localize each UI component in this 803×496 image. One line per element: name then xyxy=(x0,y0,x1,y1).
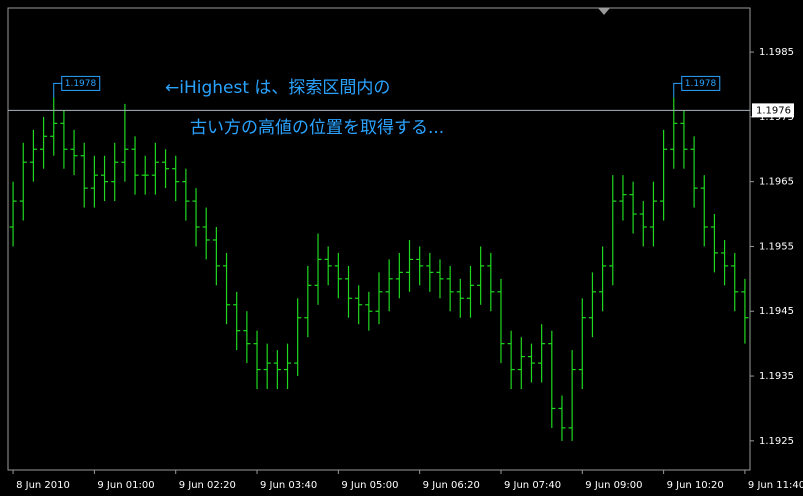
shift-marker xyxy=(598,8,610,15)
high-marker-box xyxy=(681,75,721,91)
y-tick-label: 1.1965 xyxy=(759,177,794,188)
x-tick-label: 9 Jun 11:40 xyxy=(748,480,803,491)
y-tick-label: 1.1985 xyxy=(759,47,794,58)
high-marker-leader xyxy=(673,82,682,98)
y-tick-label: 1.1925 xyxy=(759,436,794,447)
x-tick-label: 8 Jun 2010 xyxy=(16,480,70,491)
current-price-box xyxy=(752,103,794,118)
y-tick-label: 1.1955 xyxy=(759,241,794,252)
x-tick-label: 9 Jun 01:00 xyxy=(97,480,154,491)
x-tick-label: 9 Jun 10:20 xyxy=(667,480,724,491)
y-tick-label: 1.1945 xyxy=(759,306,794,317)
x-tick-label: 9 Jun 05:00 xyxy=(341,480,398,491)
high-marker-label: 1.1978 xyxy=(65,79,97,89)
high-marker-leader xyxy=(53,82,62,98)
annotation: 古い方の高値の位置を取得する... xyxy=(190,118,444,138)
x-tick-label: 9 Jun 09:00 xyxy=(585,480,642,491)
current-price-label: 1.1976 xyxy=(756,105,791,116)
high-marker-box xyxy=(61,75,101,91)
y-tick-label: 1.1935 xyxy=(759,371,794,382)
x-tick-label: 9 Jun 03:40 xyxy=(260,480,317,491)
high-marker-label: 1.1978 xyxy=(685,79,717,89)
plot-frame xyxy=(7,7,751,471)
x-tick-label: 9 Jun 02:20 xyxy=(179,480,236,491)
x-tick-label: 9 Jun 07:40 xyxy=(504,480,561,491)
x-tick-label: 9 Jun 06:20 xyxy=(423,480,480,491)
annotation: ←iHighest は、探索区間内の xyxy=(165,78,390,98)
